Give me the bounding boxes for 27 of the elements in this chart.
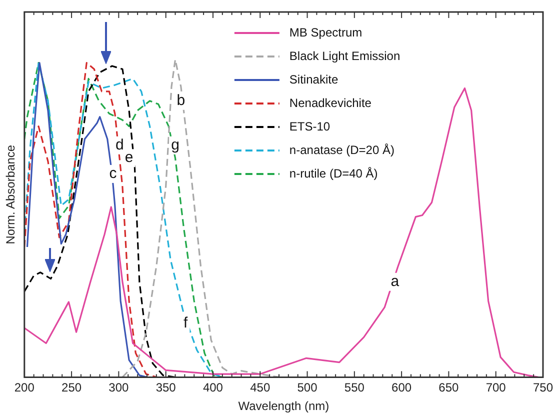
x-tick-label: 500: [297, 380, 318, 395]
legend-label: Sitinakite: [289, 72, 338, 86]
legend-label: Nenadkevichite: [289, 96, 372, 110]
x-tick-label: 650: [438, 380, 460, 395]
x-tick-label: 450: [250, 380, 270, 395]
x-tick-label: 200: [14, 380, 35, 395]
x-tick-label: 750: [532, 380, 554, 395]
y-axis-title: Norm. Absorbance: [4, 144, 18, 244]
x-tick-label: 600: [392, 380, 412, 395]
x-axis-title: Wavelength (nm): [238, 399, 330, 414]
annotation: f: [184, 314, 189, 332]
legend-label: Black Light Emission: [289, 48, 400, 63]
x-tick-label: 400: [202, 380, 224, 395]
annotation: a: [390, 273, 400, 290]
annotation: b: [176, 92, 186, 110]
x-tick-label: 700: [486, 380, 506, 395]
annotation: g: [171, 136, 180, 154]
annotation: e: [124, 149, 134, 166]
x-tick-label: 300: [108, 380, 130, 395]
x-tick-label: 350: [156, 380, 176, 395]
legend-label: n-anatase (D=20 Å): [289, 142, 394, 157]
x-tick-label: 250: [62, 380, 82, 395]
legend-label: MB Spectrum: [289, 25, 362, 40]
legend-label: ETS-10: [289, 119, 330, 134]
legend-label: n-rutile (D=40 Å): [289, 166, 378, 180]
annotation: d: [115, 136, 124, 154]
x-tick-label: 550: [344, 380, 365, 395]
